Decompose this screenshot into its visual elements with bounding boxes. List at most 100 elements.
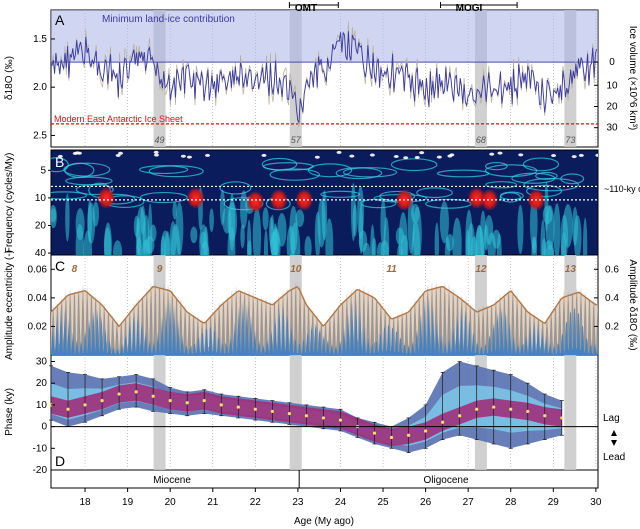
wavelet-blob-46	[439, 200, 449, 244]
xticklabel-7: 25	[377, 497, 389, 508]
mogi-label: MOGI	[456, 3, 483, 14]
wavelet-speck-11	[76, 151, 82, 155]
wavelet-speck-16	[314, 155, 320, 159]
wavelet-speck-8	[447, 154, 453, 158]
phase-point-21	[406, 433, 411, 437]
wavelet-blob-53	[314, 211, 321, 255]
wavelet-blob-52	[75, 208, 85, 241]
wavelet-ring-4	[499, 192, 521, 203]
a-yticklabel-r-1: 10	[606, 80, 618, 91]
wavelet-speck-4	[57, 154, 63, 158]
phase-point-7	[168, 398, 172, 403]
xticklabel-3: 21	[207, 497, 219, 508]
b-yticklabel-0: 5	[40, 165, 46, 176]
phase-point-25	[475, 407, 479, 411]
wavelet-ring-12	[269, 168, 320, 181]
wavelet-ring-31	[51, 157, 69, 173]
wavelet-blob-47	[65, 193, 70, 242]
wavelet-blob-118	[203, 226, 209, 255]
wavelet-blob-68	[434, 222, 440, 255]
panel-label-c: C	[55, 258, 65, 274]
wavelet-speck-13	[349, 154, 355, 158]
wavelet-ring-29	[511, 172, 556, 184]
wavelet-speck-22	[595, 153, 598, 157]
xticklabel-5: 23	[292, 497, 304, 508]
a-yticklabel-r-2: 20	[606, 101, 618, 112]
wavelet-hot-7	[480, 188, 499, 211]
xticklabel-0: 18	[79, 497, 91, 508]
epoch-miocene: Miocene	[153, 475, 191, 486]
wavelet-ring-32	[485, 161, 508, 171]
wavelet-blob-55	[227, 202, 238, 242]
wavelet-blob-88	[383, 217, 390, 255]
wavelet-blob-113	[304, 236, 312, 255]
wavelet-blob-80	[164, 231, 171, 255]
phase-point-27	[509, 407, 513, 411]
panel-b-wavelet	[51, 150, 598, 255]
wavelet-hot-3	[269, 188, 288, 211]
wavelet-speck-12	[551, 154, 557, 158]
wavelet-blob-70	[321, 190, 328, 241]
panel-b-ylabel: Frequency (cycles/My)	[4, 153, 15, 254]
phase-point-10	[219, 403, 223, 407]
wavelet-blob-116	[144, 236, 155, 254]
wavelet-blob-110	[563, 204, 573, 248]
band-label-c-5: 13	[565, 264, 577, 275]
phase-point-14	[287, 411, 291, 416]
phase-point-28	[526, 409, 530, 414]
panel-label-a: A	[55, 12, 65, 28]
panel-a-content: 49 57 68 73	[51, 2, 598, 145]
wavelet-blob-89	[295, 209, 305, 228]
wavelet-speck-5	[205, 153, 211, 157]
wavelet-blob-54	[172, 201, 178, 220]
wavelet-blob-117	[104, 222, 112, 255]
wavelet-blob-30	[583, 217, 588, 255]
wavelet-ring-15	[65, 176, 113, 186]
wavelet-speck-9	[578, 153, 584, 157]
wavelet-ring-28	[342, 167, 398, 178]
wavelet-blob-100	[262, 207, 269, 231]
band-label-c-3: 11	[386, 264, 397, 275]
min-ice-label: Minimum land-ice contribution	[102, 14, 235, 25]
phase-point-29	[543, 414, 547, 418]
xticklabel-2: 20	[165, 497, 177, 508]
wavelet-blob-60	[247, 240, 252, 255]
wavelet-blob-78	[531, 236, 538, 254]
band-label-a-1: 57	[291, 135, 302, 145]
wavelet-blob-83	[350, 182, 356, 242]
lead-label: Lead	[603, 452, 625, 463]
wavelet-ring-0	[51, 191, 88, 200]
c-yticklabel-r-0: 0.2	[605, 321, 619, 332]
wavelet-ring-2	[485, 181, 518, 189]
wavelet-blob-115	[474, 224, 484, 255]
phase-point-1	[66, 407, 70, 411]
wavelet-inner	[51, 150, 598, 255]
band-label-a-0: 49	[155, 135, 165, 145]
lag-arrow	[611, 430, 617, 436]
epoch-bar	[50, 469, 599, 489]
a-yticklabel-1: 2.0	[33, 82, 47, 93]
wavelet-blob-57	[371, 237, 377, 255]
phase-point-9	[202, 398, 206, 403]
wavelet-blob-97	[412, 206, 422, 255]
wavelet-blob-106	[263, 229, 269, 255]
b-yticklabel-1: 10	[35, 193, 47, 204]
wavelet-ring-37	[261, 157, 298, 171]
wavelet-speck-29	[118, 151, 124, 155]
wavelet-speck-19	[153, 150, 159, 154]
phase-point-30	[560, 416, 564, 420]
xticklabel-4: 22	[250, 497, 262, 508]
phase-point-8	[185, 401, 189, 405]
xticklabel-11: 29	[548, 497, 560, 508]
wavelet-hot-0	[97, 186, 116, 209]
wavelet-speck-25	[180, 154, 186, 158]
phase-point-24	[458, 414, 462, 418]
a-yticklabel-0: 1.5	[33, 34, 47, 45]
d-yticklabel-1: 20	[36, 378, 48, 389]
wavelet-speck-3	[436, 155, 442, 159]
wavelet-speck-2	[261, 153, 267, 157]
modern-ice-label: Modern East Antarctic Ice Sheet	[54, 114, 183, 124]
wavelet-blob-65	[572, 206, 578, 246]
c-yticklabel-1: 0.04	[28, 293, 48, 304]
wavelet-blob-114	[553, 203, 561, 255]
